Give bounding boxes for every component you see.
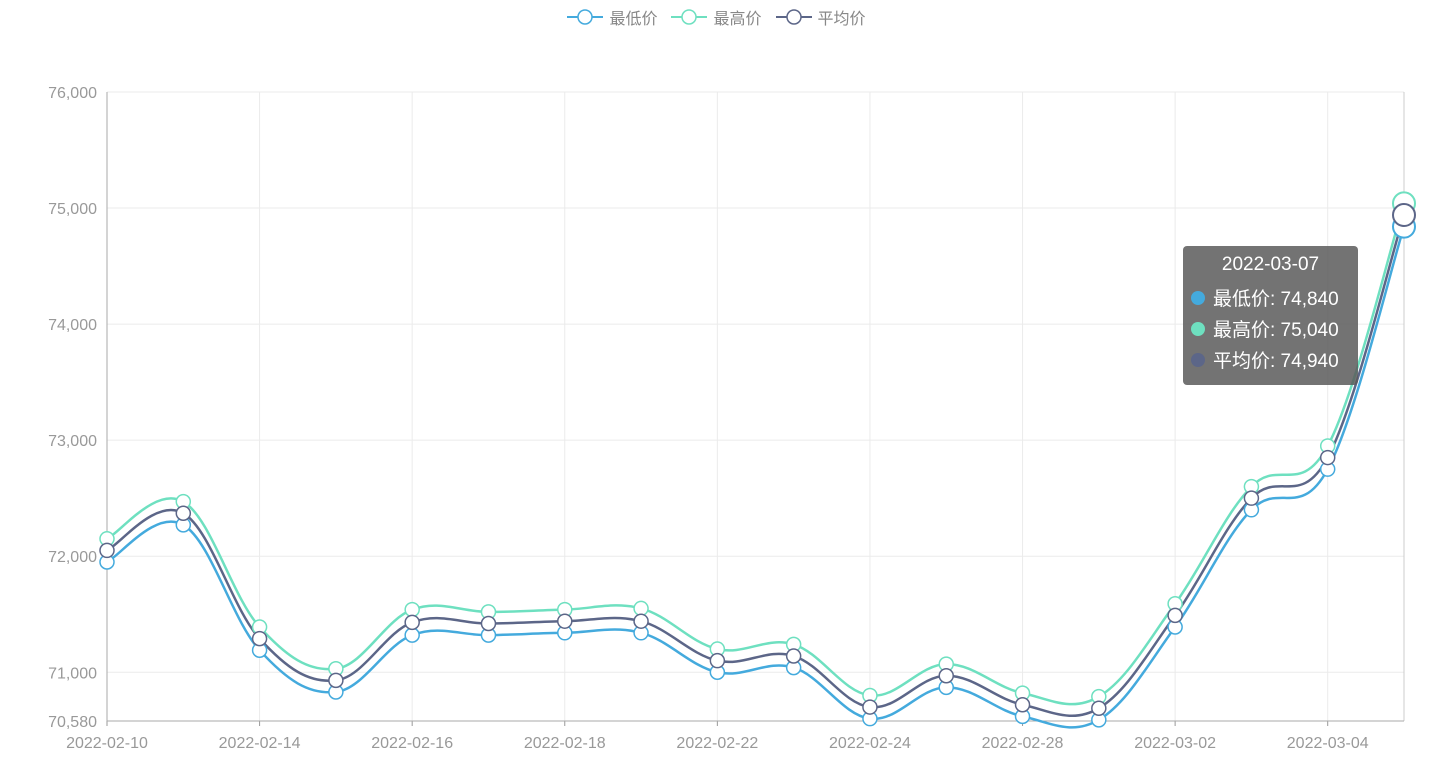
y-tick-label: 75,000: [48, 201, 97, 218]
y-tick-label: 74,000: [48, 317, 97, 334]
data-point-2: [633, 613, 649, 629]
legend-low-icon: [567, 9, 604, 25]
data-point-2: [1014, 697, 1031, 713]
tooltip-row-avg: 平均价: 74,940: [1191, 344, 1350, 375]
y-tick-label: 71,000: [48, 665, 97, 682]
data-point-2: [785, 648, 802, 664]
data-point-1: [633, 600, 649, 617]
tooltip-row-low: 最低价: 74,840: [1191, 282, 1350, 313]
tooltip-high-dot-icon: [1191, 321, 1205, 336]
tooltip-low-text: 最低价: 74,840: [1213, 289, 1339, 310]
x-tick-label: 2022-02-10: [66, 735, 148, 752]
data-point-2: [404, 614, 420, 631]
y-tick-label: 76,000: [48, 85, 97, 102]
tooltip-avg-text: 平均价: 74,940: [1213, 351, 1339, 372]
data-point-2: [251, 630, 268, 647]
tooltip-avg-dot-icon: [1191, 352, 1205, 367]
legend-low-label: 最低价: [609, 11, 658, 28]
data-point-2: [938, 667, 954, 684]
data-point-2: [480, 615, 497, 632]
x-tick-label: 2022-02-22: [676, 735, 758, 752]
legend-avg-icon: [775, 9, 812, 25]
tooltip-row-high: 最高价: 75,040: [1191, 313, 1350, 344]
x-tick-label: 2022-02-18: [524, 735, 606, 752]
data-tooltip: 2022-03-07 最低价: 74,840 最高价: 75,040 平均价: …: [1183, 246, 1358, 385]
data-point-2: [1167, 607, 1183, 624]
tooltip-low-dot-icon: [1191, 290, 1205, 305]
x-tick-label: 2022-02-24: [829, 735, 911, 752]
x-tick-label: 2022-03-02: [1134, 735, 1216, 752]
data-point-2: [1091, 700, 1107, 716]
legend-item-low[interactable]: 最低价: [567, 5, 657, 29]
x-tick-label: 2022-02-14: [219, 735, 301, 752]
legend-item-avg[interactable]: 平均价: [775, 5, 866, 29]
data-point-2: [1392, 203, 1416, 228]
data-point-2: [1319, 449, 1336, 466]
y-tick-label: 73,000: [48, 433, 97, 450]
y-tick-label: 70,580: [48, 714, 97, 731]
data-point-2: [709, 652, 726, 669]
legend-high-label: 最高价: [713, 11, 762, 28]
data-point-2: [557, 613, 573, 629]
x-tick-label: 2022-03-04: [1287, 735, 1369, 752]
tooltip-title: 2022-03-07: [1221, 254, 1320, 275]
data-point-1: [404, 601, 420, 618]
data-point-2: [1243, 490, 1260, 506]
data-point-2: [99, 542, 115, 559]
legend-avg-label: 平均价: [817, 11, 866, 28]
data-point-0: [404, 627, 420, 643]
x-tick-label: 2022-02-28: [982, 735, 1064, 752]
legend-item-high[interactable]: 最高价: [671, 5, 762, 29]
x-tick-label: 2022-02-16: [371, 735, 453, 752]
data-point-2: [328, 672, 344, 689]
chart-legend: 最低价 最高价 平均价: [0, 5, 1433, 29]
legend-high-icon: [671, 9, 708, 25]
y-tick-label: 72,000: [48, 549, 97, 566]
data-point-2: [175, 505, 192, 522]
tooltip-high-text: 最高价: 75,040: [1213, 320, 1339, 341]
data-point-2: [862, 699, 878, 715]
